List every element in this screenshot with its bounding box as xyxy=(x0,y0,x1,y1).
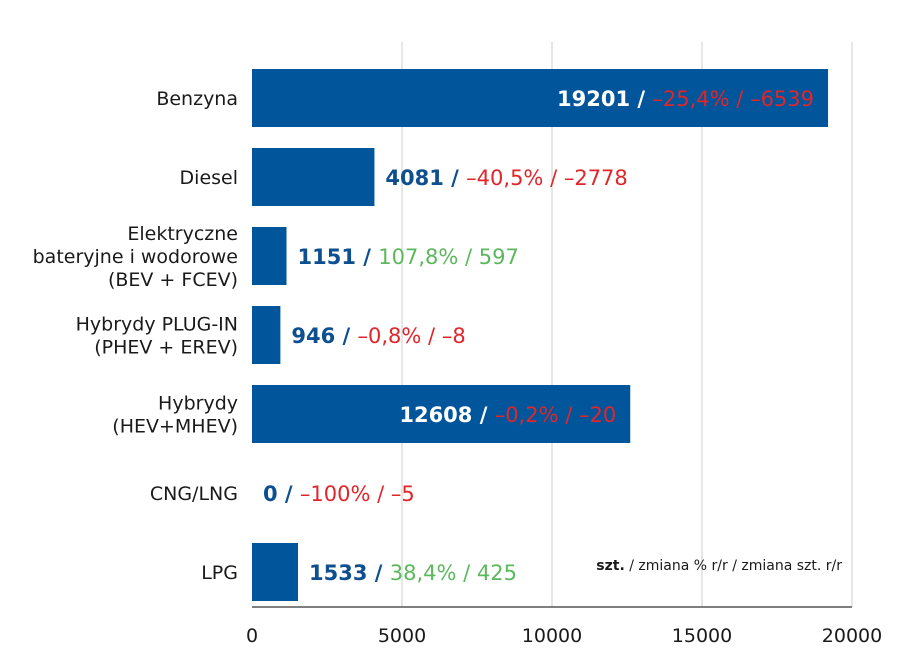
label-separator: / xyxy=(367,561,389,585)
label-separator: / xyxy=(543,166,563,190)
x-tick-label: 0 xyxy=(246,625,258,647)
change-pct-label: –0,8% xyxy=(358,324,422,348)
label-separator: / xyxy=(456,561,476,585)
bar xyxy=(252,227,287,285)
data-label: 1533 / 38,4% / 425 xyxy=(309,561,517,585)
legend-note-rest: / zmiana % r/r / zmiana szt. r/r xyxy=(625,558,842,574)
value-label: 19201 xyxy=(557,87,630,111)
change-pct-label: –100% xyxy=(300,482,371,506)
category-label-line: Elektryczne xyxy=(127,223,238,245)
category-label: CNG/LNG xyxy=(150,483,238,505)
data-labels: 19201 / –25,4% / –6539 4081 / –40,5% / –2… xyxy=(263,87,814,585)
change-abs-label: 425 xyxy=(477,561,517,585)
data-label: 0 / –100% / –5 xyxy=(263,482,415,506)
legend-note-unit: szt. xyxy=(596,558,625,574)
category-label: LPG xyxy=(201,562,238,584)
change-abs-label: –20 xyxy=(579,403,616,427)
bar xyxy=(252,385,631,443)
category-label-line: (PHEV + EREV) xyxy=(94,337,238,359)
change-abs-label: –5 xyxy=(391,482,415,506)
label-separator: / xyxy=(630,87,652,111)
gridlines xyxy=(401,42,853,607)
x-tick-label: 5000 xyxy=(378,625,426,647)
label-separator: / xyxy=(458,245,478,269)
data-label: 946 / –0,8% / –8 xyxy=(291,324,465,348)
label-separator: / xyxy=(370,482,390,506)
x-axis-ticks: 0 5000 10000 15000 20000 xyxy=(246,625,882,647)
value-label: 12608 xyxy=(399,403,472,427)
category-label: Elektryczne bateryjne i wodorowe (BEV + FC… xyxy=(33,223,238,291)
category-label-line: (HEV+MHEV) xyxy=(112,416,238,438)
change-pct-label: –0,2% xyxy=(495,403,559,427)
bar xyxy=(252,69,829,127)
category-label-line: bateryjne i wodorowe xyxy=(33,246,238,268)
category-label-line: Benzyna xyxy=(156,88,238,110)
category-label: Hybrydy (HEV+MHEV) xyxy=(112,393,238,438)
x-tick-label: 15000 xyxy=(672,625,732,647)
bar xyxy=(252,306,281,364)
change-pct-label: –25,4% xyxy=(652,87,729,111)
value-label: 1533 xyxy=(309,561,367,585)
change-pct-label: 38,4% xyxy=(390,561,457,585)
category-label-line: Hybrydy xyxy=(158,393,238,415)
data-label: 12608 / –0,2% / –20 xyxy=(399,403,616,427)
x-tick-label: 10000 xyxy=(522,625,582,647)
label-separator: / xyxy=(356,245,378,269)
value-label: 1151 xyxy=(298,245,356,269)
value-label: 4081 xyxy=(385,166,443,190)
change-pct-label: –40,5% xyxy=(466,166,543,190)
bar xyxy=(252,543,298,601)
label-separator: / xyxy=(730,87,750,111)
category-label: Benzyna xyxy=(156,88,238,110)
label-separator: / xyxy=(335,324,357,348)
change-abs-label: 597 xyxy=(479,245,519,269)
x-tick-label: 20000 xyxy=(822,625,882,647)
value-label: 946 xyxy=(291,324,335,348)
label-separator: / xyxy=(559,403,579,427)
change-pct-label: 107,8% xyxy=(378,245,458,269)
data-label: 4081 / –40,5% / –2778 xyxy=(385,166,627,190)
legend-note: szt. / zmiana % r/r / zmiana szt. r/r xyxy=(596,558,842,574)
value-label: 0 xyxy=(263,482,278,506)
category-labels: Benzyna Diesel Elektryczne bateryjne i wodo… xyxy=(33,88,238,584)
category-label-line: LPG xyxy=(201,562,238,584)
change-abs-label: –2778 xyxy=(564,166,628,190)
category-label-line: Diesel xyxy=(180,167,238,189)
category-label: Hybrydy PLUG-IN (PHEV + EREV) xyxy=(76,314,238,359)
data-label: 19201 / –25,4% / –6539 xyxy=(557,87,814,111)
label-separator: / xyxy=(278,482,300,506)
change-abs-label: –6539 xyxy=(750,87,814,111)
bar xyxy=(252,148,375,206)
category-label-line: (BEV + FCEV) xyxy=(108,269,238,291)
category-label-line: CNG/LNG xyxy=(150,483,238,505)
label-separator: / xyxy=(444,166,466,190)
data-label: 1151 / 107,8% / 597 xyxy=(298,245,519,269)
category-label-line: Hybrydy PLUG-IN xyxy=(76,314,238,336)
category-label: Diesel xyxy=(180,167,238,189)
bars xyxy=(252,69,829,601)
label-separator: / xyxy=(421,324,441,348)
label-separator: / xyxy=(472,403,494,427)
change-abs-label: –8 xyxy=(442,324,466,348)
